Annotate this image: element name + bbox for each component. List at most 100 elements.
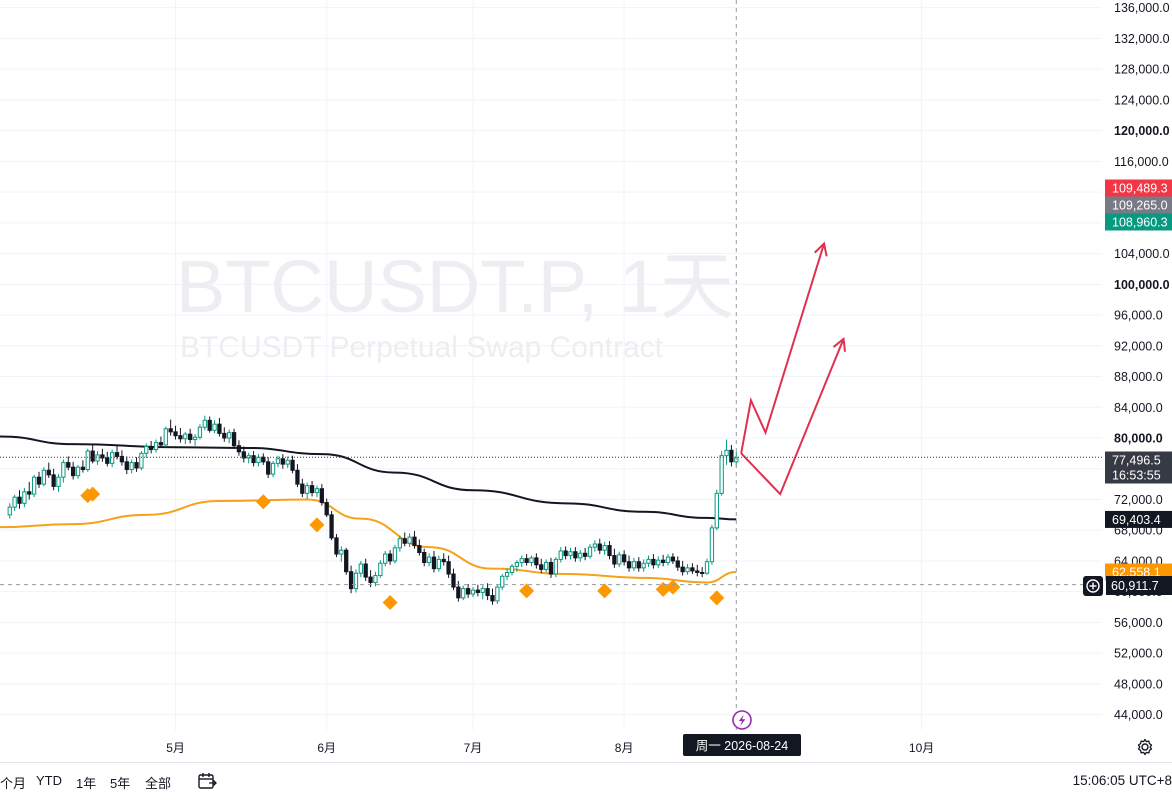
price-tags: 109,489.3 109,265.0 108,960.3 77,496.516:53… xyxy=(1105,179,1172,581)
candle-body xyxy=(212,423,217,431)
price-tag-text: 109,489.3 xyxy=(1112,182,1168,196)
candle xyxy=(597,538,602,555)
lightning-event-icon[interactable] xyxy=(732,710,752,730)
candle-body xyxy=(85,450,90,471)
candle xyxy=(636,557,641,572)
diamond-marker xyxy=(519,583,535,599)
candle-body xyxy=(573,551,578,559)
candle xyxy=(222,427,227,442)
candle xyxy=(431,550,437,573)
candle-body xyxy=(309,485,315,494)
range-button-1y[interactable]: 1年 xyxy=(76,776,97,791)
candle xyxy=(309,481,315,497)
candle xyxy=(153,439,159,453)
candle xyxy=(651,554,656,569)
candle xyxy=(217,418,222,437)
plus-circle-icon[interactable] xyxy=(1083,576,1103,596)
diamond-marker xyxy=(382,594,398,610)
candle-body xyxy=(178,435,183,440)
candle-body xyxy=(690,567,695,572)
candle-body xyxy=(490,595,495,602)
price-tag-background xyxy=(1105,451,1172,469)
range-button-5y[interactable]: 5年 xyxy=(110,776,131,791)
price-chart[interactable]: BTCUSDT.P, 1天 BTCUSDT Perpetual Swap Con… xyxy=(0,0,1172,762)
watermark-subtitle: BTCUSDT Perpetual Swap Contract xyxy=(180,331,664,364)
candle xyxy=(17,490,22,509)
candle-body xyxy=(329,514,334,539)
candle-body xyxy=(66,462,71,468)
time-axis[interactable]: 5月 6月 7月 8月 10月 xyxy=(166,741,934,755)
candle-body xyxy=(7,506,12,516)
candle xyxy=(95,451,100,465)
price-tag-text: 16:53:55 xyxy=(1112,469,1161,483)
range-button-months[interactable]: 个月 xyxy=(0,776,27,791)
candle-body xyxy=(241,451,246,459)
candle-body xyxy=(12,496,17,508)
candle xyxy=(334,534,339,558)
calendar-range-icon[interactable] xyxy=(197,771,217,791)
candle xyxy=(558,547,563,563)
candle-body xyxy=(119,455,125,463)
gear-icon[interactable] xyxy=(1136,738,1154,756)
candle-body xyxy=(661,559,666,563)
utc-clock[interactable]: 15:06:05 UTC+8 xyxy=(1072,773,1172,788)
price-axis[interactable]: 44,000.048,000.052,000.056,000.060,000.0… xyxy=(1114,1,1170,722)
candle-body xyxy=(641,562,646,569)
price-axis-tick-label: 92,000.0 xyxy=(1114,339,1163,353)
candle xyxy=(12,494,17,511)
candle-body xyxy=(183,433,188,440)
candle xyxy=(436,555,441,572)
candle-body xyxy=(446,561,451,575)
candle-body xyxy=(348,571,354,590)
candle xyxy=(700,567,705,578)
candle xyxy=(61,459,66,483)
candle-body xyxy=(314,488,320,494)
candle xyxy=(227,429,232,444)
time-axis-tick-label: 6月 xyxy=(317,741,336,755)
candle-body xyxy=(266,461,271,475)
candle-body xyxy=(339,549,344,555)
crosshair-date-label: 周一 2026-08-24 xyxy=(683,734,801,756)
candle xyxy=(504,568,510,581)
candle-body xyxy=(324,502,329,516)
candle-body xyxy=(397,538,402,549)
candle xyxy=(704,558,710,575)
price-tag-background xyxy=(1105,510,1172,528)
candle-body xyxy=(353,572,359,590)
candle-body xyxy=(719,455,724,494)
candle xyxy=(461,585,466,601)
price-axis-tick-label: 120,000.0 xyxy=(1114,124,1170,138)
candle-body xyxy=(75,466,81,477)
candle-body xyxy=(251,455,256,464)
candle xyxy=(41,467,47,487)
candle xyxy=(383,550,388,567)
candle xyxy=(475,584,481,597)
candle-body xyxy=(582,552,588,557)
candle-body xyxy=(665,556,671,563)
candle-body xyxy=(17,496,22,504)
time-axis-tick-label: 5月 xyxy=(166,741,185,755)
candle xyxy=(402,532,407,547)
diamond-marker xyxy=(709,590,725,606)
candle-body xyxy=(153,442,159,451)
candle xyxy=(465,584,471,598)
candle xyxy=(139,451,144,471)
range-button-all[interactable]: 全部 xyxy=(145,776,172,791)
range-button-ytd[interactable]: YTD xyxy=(36,773,62,788)
candle xyxy=(261,453,266,465)
candle xyxy=(690,563,695,575)
candle xyxy=(607,540,612,560)
candle-body xyxy=(524,558,529,563)
price-axis-tick-label: 96,000.0 xyxy=(1114,309,1163,323)
candle xyxy=(188,428,193,444)
candle-body xyxy=(173,431,178,437)
time-axis-tick-label: 7月 xyxy=(464,741,483,755)
candle xyxy=(573,547,578,562)
candle xyxy=(270,461,276,478)
candle-body xyxy=(70,466,76,477)
price-axis-tick-label: 44,000.0 xyxy=(1114,708,1163,722)
candle-body xyxy=(197,426,203,438)
candle xyxy=(422,548,427,567)
candle xyxy=(500,574,505,591)
price-axis-tick-label: 80,000.0 xyxy=(1114,432,1163,446)
